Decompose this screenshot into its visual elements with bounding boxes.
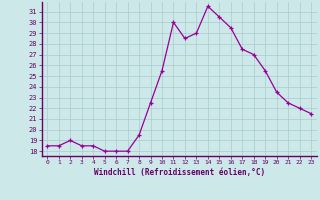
- X-axis label: Windchill (Refroidissement éolien,°C): Windchill (Refroidissement éolien,°C): [94, 168, 265, 177]
